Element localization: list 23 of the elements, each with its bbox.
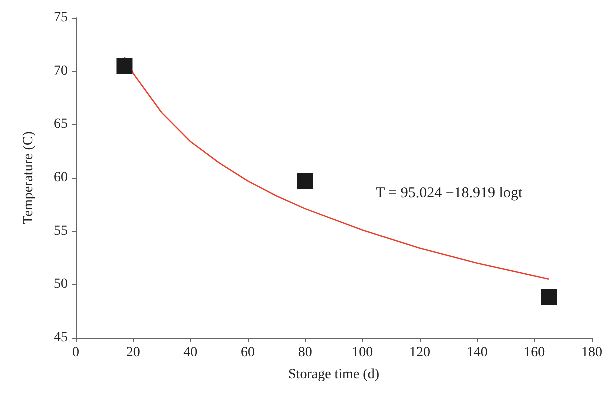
x-tick-label: 80	[298, 346, 312, 360]
x-tick-label: 120	[410, 346, 430, 360]
annotation: T = 95.024 −18.919 logt	[376, 186, 524, 202]
y-tick-label: 55	[54, 224, 68, 239]
point	[541, 289, 557, 306]
y-tick-label: 45	[54, 330, 68, 346]
x-tick-label: 180	[582, 346, 602, 360]
y-tick-label: 75	[54, 10, 68, 26]
x-tick-label: 160	[524, 346, 546, 360]
point	[297, 173, 314, 190]
x-tick-label: 20	[126, 346, 140, 360]
x-tick-label: 60	[241, 346, 255, 360]
y-tick-label: 65	[54, 117, 68, 132]
point	[116, 58, 133, 74]
y-axis-title: Temperature (C)	[22, 131, 36, 224]
y-tick-label: 60	[54, 170, 68, 186]
x-tick-label: 140	[466, 346, 488, 360]
x-tick-label: 40	[184, 346, 198, 360]
x-tick-label: 0	[72, 346, 80, 360]
y-tick-label: 50	[54, 277, 68, 292]
y-tick-label: 70	[54, 64, 68, 79]
x-tick-label: 100	[352, 346, 374, 360]
x-axis-title: Storage time (d)	[288, 368, 380, 382]
